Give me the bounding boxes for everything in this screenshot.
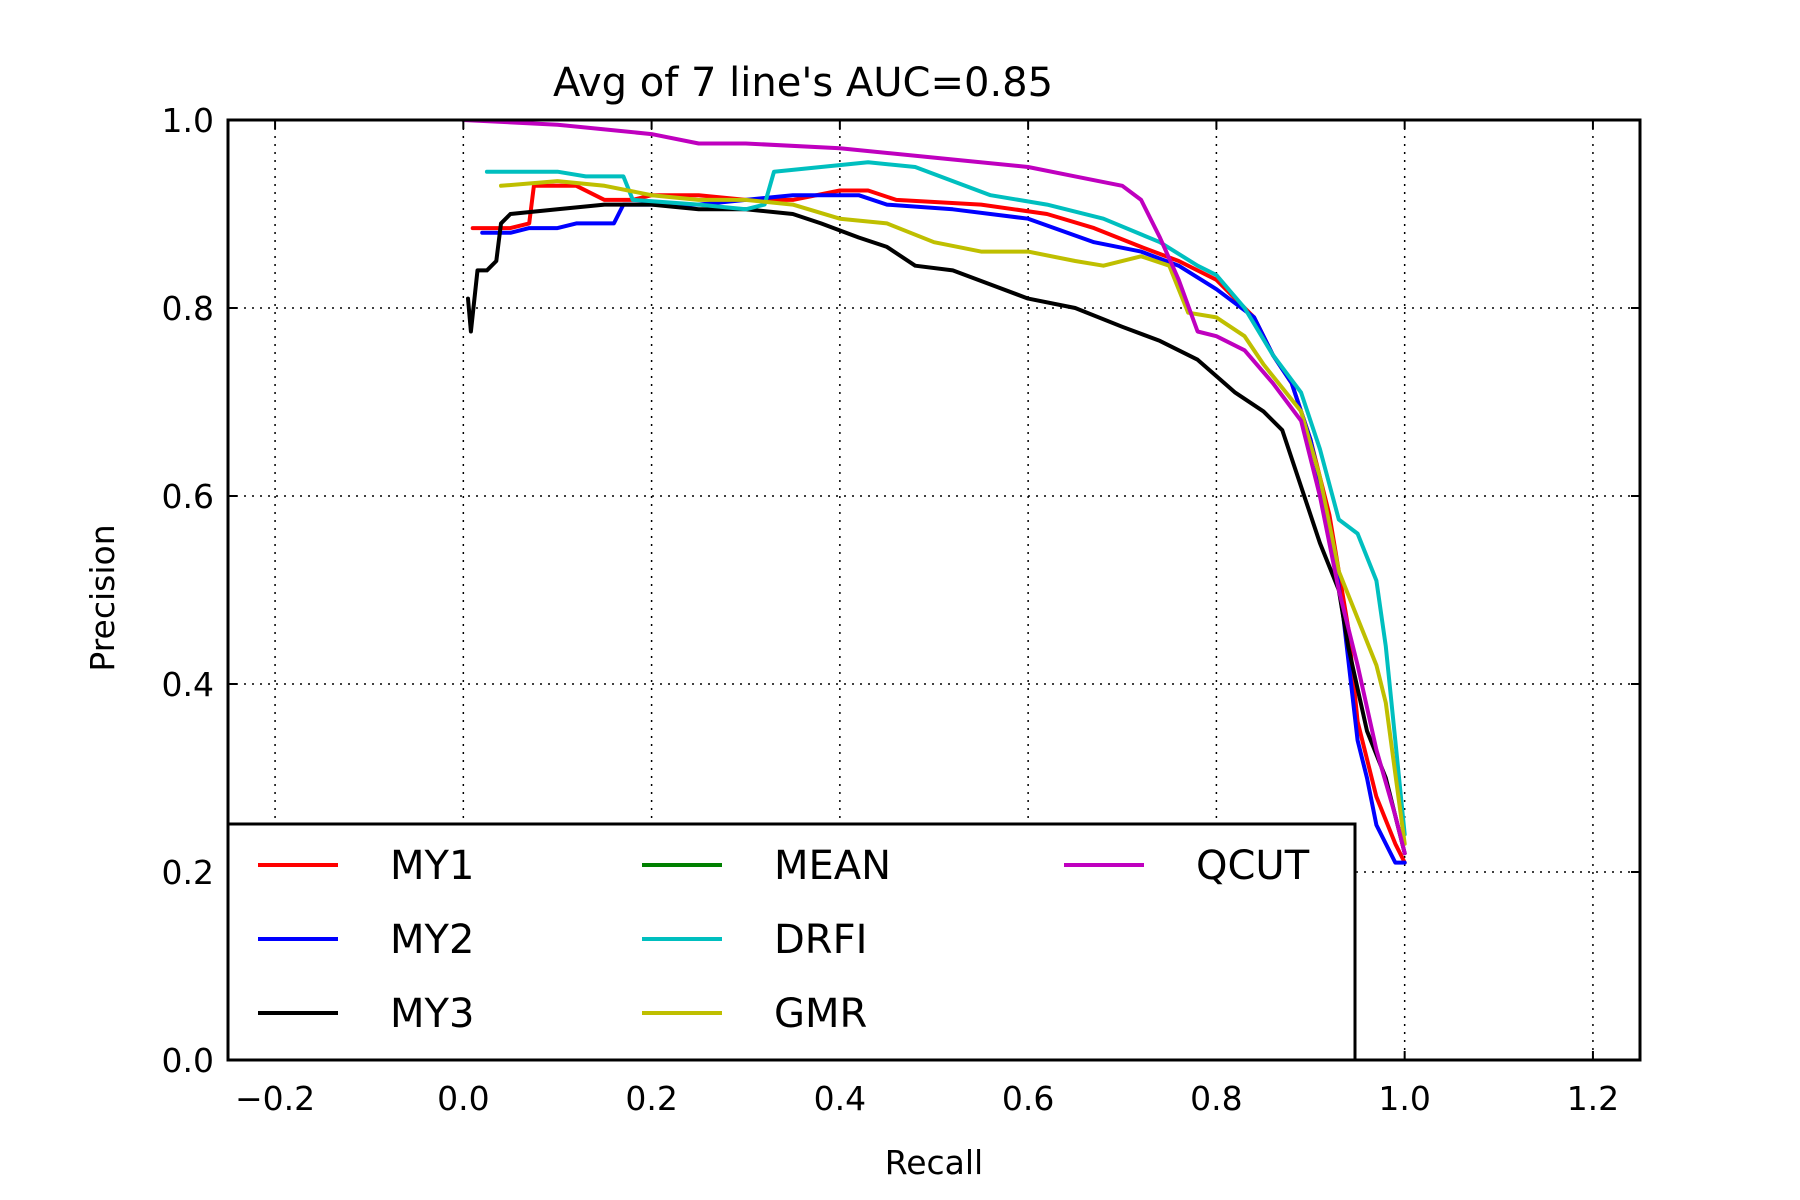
- x-tick-label: 0.4: [814, 1079, 866, 1118]
- chart-title: Avg of 7 line's AUC=0.85: [553, 60, 1053, 106]
- x-tick-label: 1.0: [1378, 1079, 1430, 1118]
- legend-label-qcut: QCUT: [1196, 843, 1310, 889]
- legend-label-mean: MEAN: [774, 843, 891, 889]
- legend-label-my2: MY2: [390, 917, 474, 963]
- series-line-my3: [466, 202, 1407, 856]
- x-tick-label: −0.2: [235, 1079, 315, 1118]
- legend-box: [226, 822, 1357, 1062]
- series-line-qcut: [461, 120, 1407, 856]
- x-tick-label: 1.2: [1567, 1079, 1619, 1118]
- y-tick-label: 1.0: [162, 101, 214, 140]
- legend-label-gmr: GMR: [774, 991, 867, 1037]
- series-lines: [461, 120, 1407, 865]
- y-tick-label: 0.6: [162, 477, 214, 516]
- axis-ticks: −0.2 0.0 0.2 0.4 0.6 0.8 1.0 1.2 0.0 0.2 0.4 0.6 0.8…: [162, 101, 1640, 1118]
- x-tick-label: 0.2: [625, 1079, 677, 1118]
- x-axis-label: Recall: [885, 1143, 983, 1182]
- series-line-my2: [480, 193, 1407, 865]
- legend-label-my1: MY1: [390, 843, 474, 889]
- y-tick-label: 0.8: [162, 289, 214, 328]
- series-line-gmr: [499, 179, 1407, 846]
- legend-label-drfi: DRFI: [774, 917, 867, 963]
- y-tick-label: 0.0: [162, 1041, 214, 1080]
- y-tick-label: 0.4: [162, 665, 214, 704]
- y-tick-label: 0.2: [162, 853, 214, 892]
- x-tick-label: 0.8: [1190, 1079, 1242, 1118]
- series-line-drfi: [484, 160, 1407, 837]
- legend-label-my3: MY3: [390, 991, 474, 1037]
- x-tick-label: 0.6: [1002, 1079, 1054, 1118]
- legend: MY1 MY2 MY3 MEAN DRFI GMR QCUT: [226, 822, 1357, 1062]
- y-axis-label: Precision: [83, 524, 122, 671]
- x-tick-label: 0.0: [437, 1079, 489, 1118]
